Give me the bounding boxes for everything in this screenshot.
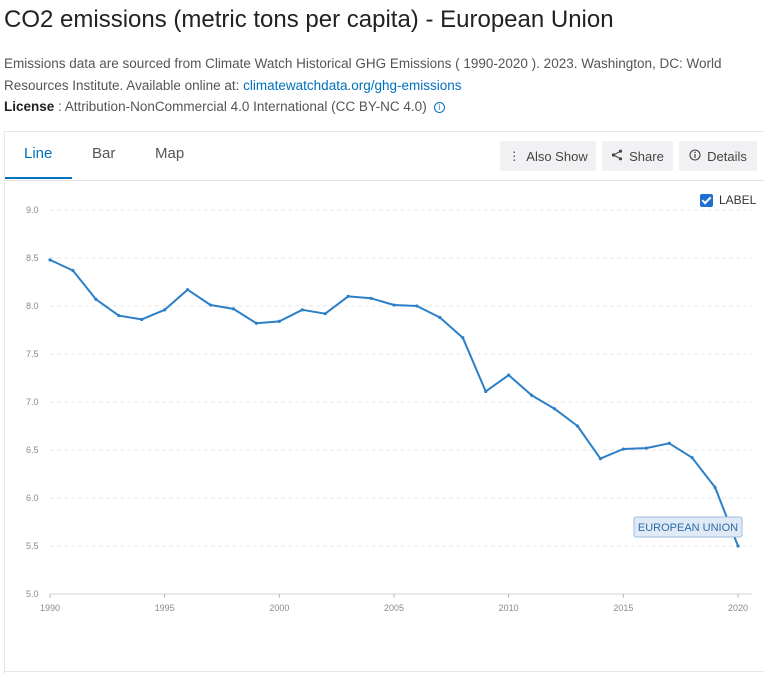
data-point <box>690 456 694 460</box>
data-point <box>71 268 75 273</box>
source-text: Emissions data are sourced from Climate … <box>4 56 722 93</box>
data-point <box>254 321 258 325</box>
data-point <box>186 288 190 292</box>
y-tick-label: 8.0 <box>26 301 39 311</box>
data-point <box>48 258 52 262</box>
tab-line[interactable]: Line <box>24 145 53 162</box>
active-tab-indicator <box>5 177 72 179</box>
data-point <box>277 319 281 323</box>
x-tick-label: 2010 <box>499 603 519 613</box>
x-tick-label: 2005 <box>384 603 404 613</box>
source-link[interactable]: climatewatchdata.org/ghg-emissions <box>243 78 462 93</box>
y-tick-label: 6.0 <box>26 493 39 503</box>
data-point <box>713 485 717 490</box>
label-toggle[interactable]: LABEL <box>700 193 756 207</box>
x-tick-label: 2000 <box>269 603 289 613</box>
label-toggle-text: LABEL <box>719 193 757 207</box>
data-point <box>346 294 350 298</box>
license-line: License : Attribution-NonCommercial 4.0 … <box>4 99 445 114</box>
data-point <box>667 441 671 445</box>
y-tick-label: 8.5 <box>26 253 39 263</box>
data-point <box>530 393 534 397</box>
panel-bottom-border <box>4 671 764 672</box>
also-show-button[interactable]: ⋮ Also Show <box>500 141 596 171</box>
series-end-label: EUROPEAN UNION <box>638 522 738 534</box>
details-button[interactable]: Details <box>679 141 757 171</box>
y-tick-label: 6.5 <box>26 445 39 455</box>
data-point <box>231 307 236 311</box>
series-end-label-box <box>633 516 743 538</box>
data-point <box>621 447 625 451</box>
x-tick-label: 1995 <box>155 603 175 613</box>
data-point <box>552 407 557 411</box>
data-point <box>140 317 144 322</box>
data-point <box>117 314 121 318</box>
data-point <box>392 303 396 307</box>
y-tick-label: 5.0 <box>26 589 39 599</box>
data-point <box>736 544 740 548</box>
y-tick-label: 7.0 <box>26 397 39 407</box>
data-point <box>369 296 373 300</box>
data-point <box>323 312 327 316</box>
info-icon[interactable]: i <box>433 102 445 113</box>
share-button[interactable]: Share <box>602 141 673 171</box>
series-line <box>49 258 739 547</box>
also-show-label: Also Show <box>526 148 588 164</box>
data-point <box>94 297 98 301</box>
tab-bar-chart[interactable]: Bar <box>92 145 116 162</box>
data-point <box>300 308 304 312</box>
tab-map[interactable]: Map <box>155 145 185 162</box>
y-tick-label: 9.0 <box>26 205 39 215</box>
data-point <box>507 373 511 377</box>
data-point <box>208 303 213 307</box>
page-title: CO2 emissions (metric tons per capita) -… <box>4 6 614 33</box>
info-circle-icon <box>689 148 701 164</box>
license-text: : Attribution-NonCommercial 4.0 Internat… <box>54 99 427 114</box>
x-tick-label: 2020 <box>728 603 748 613</box>
label-checkbox[interactable] <box>700 193 713 207</box>
x-tick-label: 1990 <box>40 603 60 613</box>
license-label: License <box>4 99 55 114</box>
data-point <box>484 389 488 394</box>
vertical-ellipsis-icon: ⋮ <box>508 149 521 163</box>
data-point <box>598 457 603 461</box>
data-point <box>438 315 442 320</box>
data-point <box>644 446 648 450</box>
x-tick-label: 2015 <box>613 603 633 613</box>
data-point <box>163 308 167 312</box>
y-tick-label: 7.5 <box>26 349 39 359</box>
details-label: Details <box>707 148 747 164</box>
share-icon <box>611 149 623 164</box>
data-point <box>415 304 419 308</box>
y-tick-label: 5.5 <box>26 541 39 551</box>
data-point <box>575 424 580 428</box>
data-point <box>461 336 465 340</box>
tab-bar: Line Bar Map ⋮ Also Show Share Details <box>5 132 764 181</box>
source-note: Emissions data are sourced from Climate … <box>4 53 744 97</box>
share-label: Share <box>629 148 664 164</box>
